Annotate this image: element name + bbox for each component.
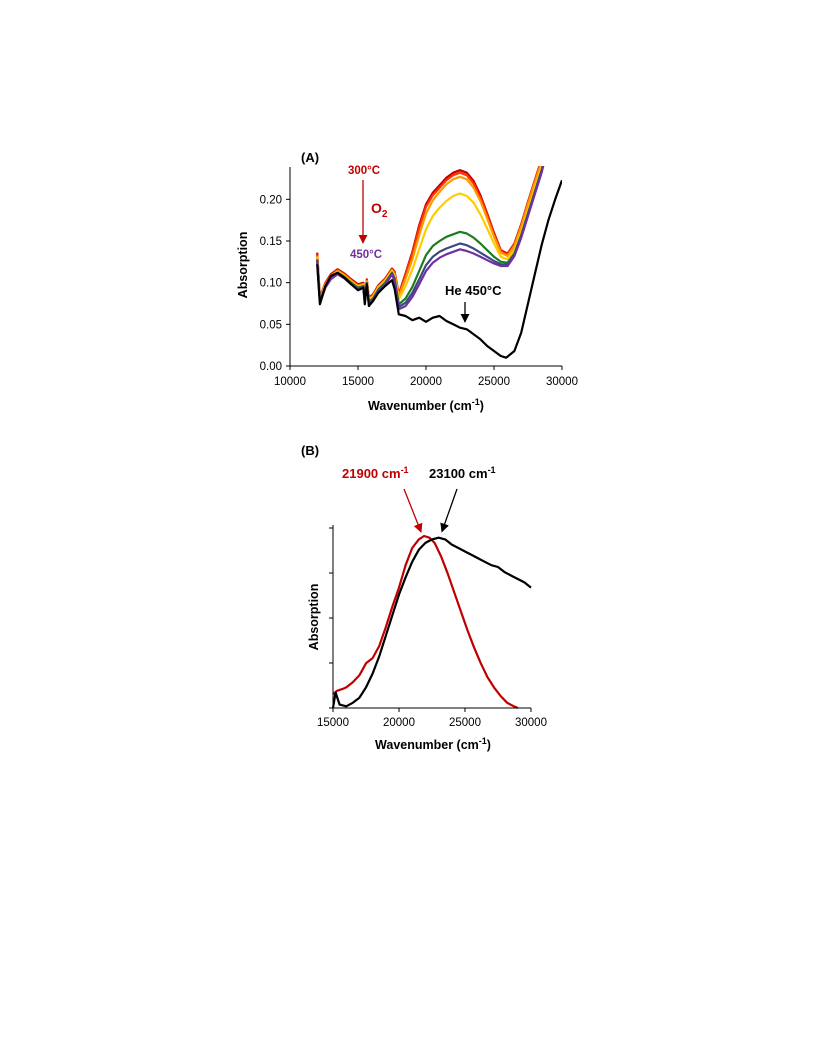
panel-a-y-ticks: 0.00 0.05 0.10 0.15 0.20 bbox=[260, 194, 290, 373]
panel-a-x-tick-label: 15000 bbox=[342, 376, 374, 388]
panel-b-series-line-0 bbox=[332, 534, 519, 710]
panel-a-y-axis-label: Absorption bbox=[236, 232, 250, 299]
panel-b-y-axis-label: Absorption bbox=[307, 584, 321, 651]
panel-a-y-tick-label: 0.20 bbox=[260, 194, 282, 206]
end-temperature-label: 450°C bbox=[350, 249, 382, 261]
panel-a-x-axis-label: Wavenumber (cm-1) bbox=[368, 397, 484, 413]
panel-a-series-line-7 bbox=[316, 179, 562, 359]
panel-b-x-tick-label: 25000 bbox=[449, 717, 481, 729]
panel-b-x-tick-label: 20000 bbox=[383, 717, 415, 729]
panel-a: (A) 10000 15000 20000 25000 30000 0.000.050.… bbox=[236, 150, 578, 413]
panel-b-x-tick-label: 30000 bbox=[515, 717, 547, 729]
panel-a-x-ticks: 10000 15000 20000 25000 30000 bbox=[274, 366, 578, 388]
panel-a-series-line-6 bbox=[316, 166, 545, 311]
panel-a-x-tick-label: 30000 bbox=[546, 376, 578, 388]
panel-a-y-tick-label: 0.00 bbox=[260, 361, 282, 373]
panel-a-y-tick-label: 0.10 bbox=[260, 278, 282, 290]
start-temperature-label: 300°C bbox=[348, 165, 380, 177]
panel-b-x-axis-label: Wavenumber (cm-1) bbox=[375, 736, 491, 752]
black-peak-label: 23100 cm-1 bbox=[429, 465, 496, 481]
panel-a-x-tick-label: 10000 bbox=[274, 376, 306, 388]
panel-b-x-ticks: 15000 20000 25000 30000 bbox=[317, 708, 547, 729]
panel-b-y-ticks bbox=[329, 527, 333, 709]
panel-b: (B) 15000 20000 25000 30000 Wavenumber (cm-… bbox=[301, 443, 547, 752]
panel-a-y-tick-label: 0.15 bbox=[260, 236, 282, 248]
red-peak-arrow bbox=[403, 488, 423, 533]
panel-b-series-line-1 bbox=[331, 536, 532, 709]
panel-b-label: (B) bbox=[301, 443, 319, 458]
he-label: He 450°C bbox=[445, 283, 502, 298]
gas-label: O2 bbox=[371, 200, 388, 220]
panel-b-series bbox=[331, 534, 532, 710]
black-peak-arrow bbox=[440, 488, 458, 533]
red-peak-label: 21900 cm-1 bbox=[342, 465, 409, 481]
panel-a-x-tick-label: 20000 bbox=[410, 376, 442, 388]
panel-a-x-tick-label: 25000 bbox=[478, 376, 510, 388]
panel-b-x-tick-label: 15000 bbox=[317, 717, 349, 729]
panel-a-label: (A) bbox=[301, 150, 319, 165]
panel-a-series bbox=[316, 166, 562, 359]
panel-a-y-tick-label: 0.05 bbox=[260, 319, 282, 331]
